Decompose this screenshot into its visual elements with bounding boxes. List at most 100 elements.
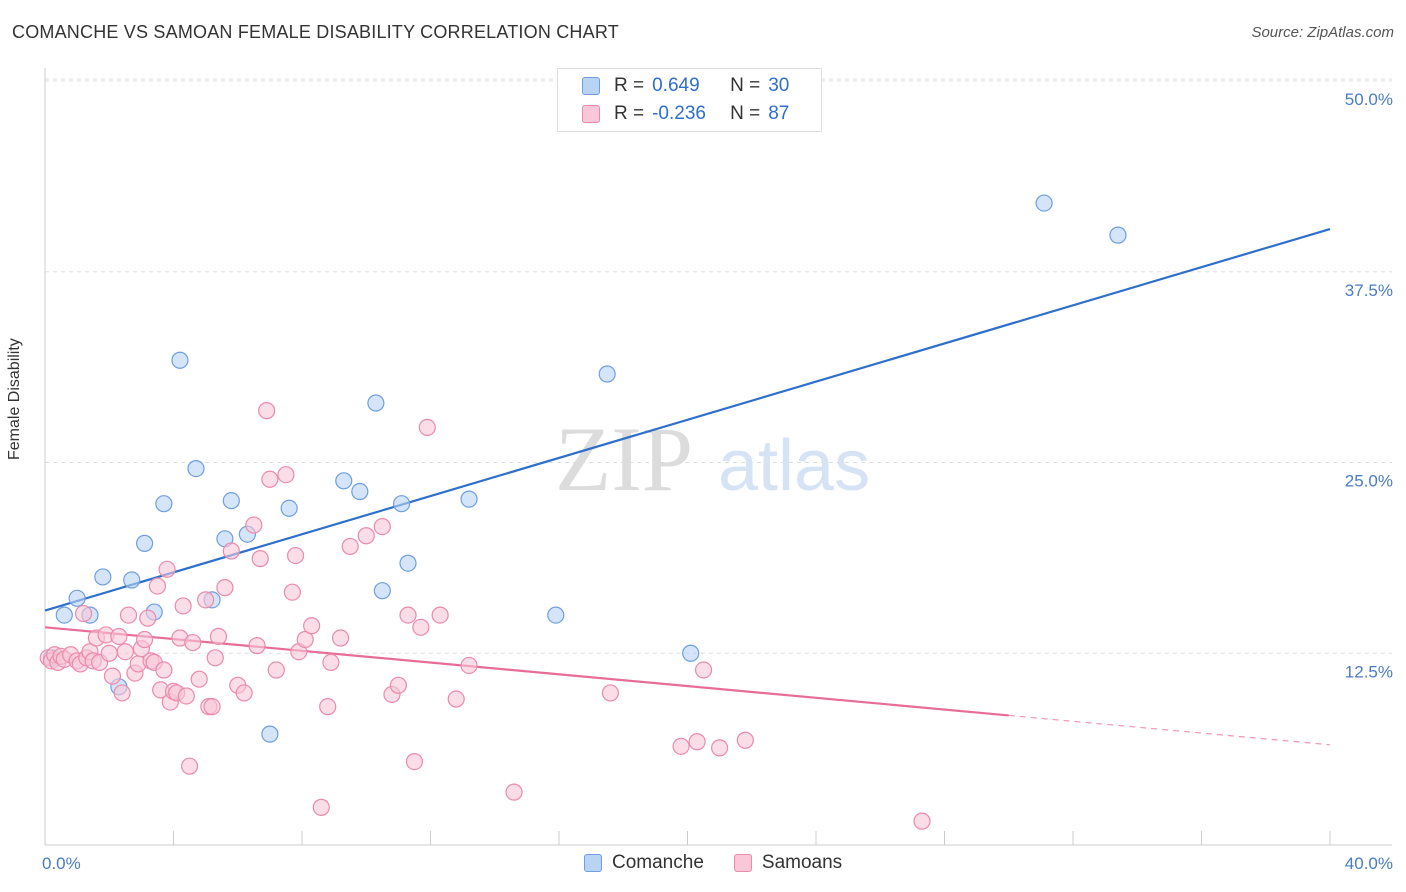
source-label: Source: ZipAtlas.com: [1251, 24, 1394, 41]
samoans-point-62: [303, 617, 321, 635]
n-value: 30: [768, 75, 790, 96]
samoans-point-50: [235, 684, 253, 702]
samoans-point-61: [296, 630, 314, 649]
samoans-point-76: [431, 606, 449, 624]
samoans-point-51: [245, 516, 263, 534]
samoans-point-58: [283, 583, 301, 601]
samoans-point-65: [322, 653, 340, 672]
samoans-point-69: [373, 517, 391, 536]
samoans-point-37: [174, 597, 192, 615]
samoans-point-40: [184, 633, 202, 652]
r-label: R =: [614, 75, 645, 96]
samoans-point-9: [74, 604, 93, 623]
samoans-point-21: [119, 606, 138, 624]
samoans-point-81: [672, 737, 690, 755]
samoans-point-64: [319, 698, 337, 716]
samoans-point-72: [399, 606, 417, 624]
legend-label-samoans: Samoans: [761, 852, 843, 873]
comanche-point-23: [460, 490, 478, 508]
r-value: -0.236: [652, 103, 706, 124]
samoans-point-54: [258, 402, 276, 420]
y-tick-label-2: 37.5%: [1345, 281, 1393, 300]
comanche-point-22: [399, 554, 417, 572]
x-tick-labels: 0.0% 40.0%: [42, 854, 1393, 873]
samoans-point-26: [139, 609, 157, 627]
samoans-point-19: [113, 684, 131, 702]
y-tick-label-0: 12.5%: [1345, 662, 1393, 681]
comanche-point-26: [682, 644, 700, 662]
y-tick-label-3: 50.0%: [1345, 90, 1393, 109]
samoans-point-78: [460, 656, 478, 675]
axes: [44, 68, 1392, 846]
n-label: N =: [730, 103, 761, 124]
comanche-point-8: [155, 495, 173, 513]
grid-lines: [45, 78, 1392, 654]
comanche-point-19: [367, 394, 385, 412]
x-tick-label-1: 40.0%: [1345, 854, 1393, 873]
samoans-point-17: [103, 667, 122, 685]
samoans-point-18: [110, 627, 128, 646]
comanche-point-9: [171, 351, 189, 369]
trend-lines: [44, 227, 1331, 746]
samoans-point-63: [312, 798, 330, 816]
samoans-point-66: [331, 629, 350, 647]
samoans-point-25: [135, 630, 154, 649]
comanche-point-20: [373, 582, 391, 600]
comanche-point-1: [68, 589, 86, 607]
samoans-point-55: [261, 470, 279, 488]
watermark-atlas: atlas: [718, 426, 870, 506]
comanche-point-3: [94, 568, 112, 586]
samoans-point-16: [100, 644, 118, 662]
samoans-point-32: [158, 560, 176, 578]
samoans-point-79: [505, 783, 523, 801]
samoans-point-67: [341, 537, 359, 556]
n-label: N =: [730, 75, 761, 96]
samoans-point-56: [267, 661, 285, 679]
comanche-point-18: [351, 482, 369, 501]
comanche-swatch: [584, 854, 602, 872]
samoans-point-59: [286, 546, 305, 565]
samoans-point-46: [209, 627, 228, 646]
legend-row-samoans: R = -0.236 N = 87: [582, 101, 789, 127]
comanche-swatch: [582, 77, 600, 95]
samoans-point-85: [736, 731, 754, 749]
samoans-point-38: [177, 687, 195, 705]
samoans-point-73: [405, 752, 424, 771]
samoans-point-75: [418, 418, 436, 437]
legend-item-samoans: Samoans: [733, 852, 843, 874]
r-label: R =: [614, 103, 645, 124]
samoans-point-53: [251, 550, 269, 568]
comanche-point-25: [598, 365, 616, 383]
samoans-point-52: [248, 637, 266, 655]
samoans-swatch: [582, 105, 600, 123]
samoans-point-80: [601, 684, 620, 702]
samoans-point-83: [694, 661, 713, 679]
samoans-point-31: [155, 661, 173, 679]
samoans-swatch: [733, 854, 752, 872]
legend-item-comanche: Comanche: [584, 852, 704, 874]
samoans-trend-extension: [1008, 714, 1331, 746]
watermark: ZIP atlas: [555, 408, 870, 510]
comanche-point-21: [392, 495, 411, 513]
samoans-point-48: [222, 542, 240, 560]
comanche-point-13: [222, 492, 240, 510]
samoans-point-77: [447, 690, 465, 708]
comanche-point-24: [547, 606, 565, 624]
comanche-trend-line: [44, 227, 1331, 612]
samoans-point-44: [203, 698, 221, 716]
y-tick-labels: 12.5% 25.0% 37.5% 50.0%: [1345, 90, 1393, 681]
comanche-point-27: [1035, 194, 1053, 212]
comanche-point-0: [55, 606, 73, 624]
comanche-point-16: [280, 499, 298, 517]
data-points: [39, 194, 1127, 830]
comanche-point-15: [261, 725, 279, 743]
x-tick-label-0: 0.0%: [42, 854, 81, 873]
samoans-point-20: [116, 643, 134, 661]
r-value: 0.649: [652, 75, 700, 96]
samoans-point-45: [206, 649, 224, 667]
stats-legend: R = 0.649 N = 30 R = -0.236 N = 87: [557, 68, 822, 132]
samoans-point-42: [197, 591, 215, 609]
n-value: 87: [768, 103, 790, 124]
samoans-point-74: [412, 618, 430, 636]
